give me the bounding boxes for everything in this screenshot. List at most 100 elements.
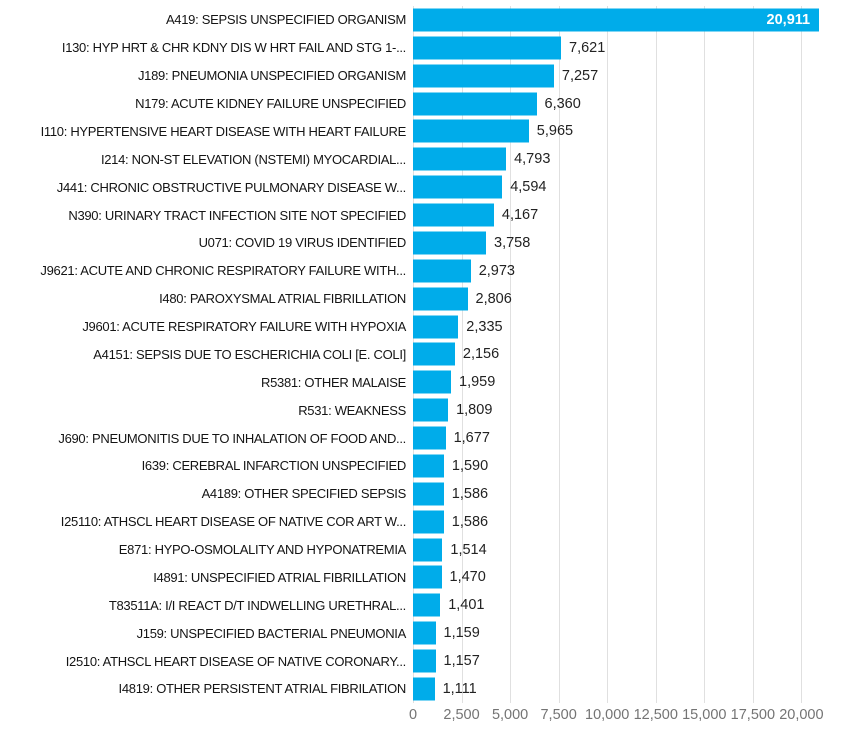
bar[interactable] [413, 8, 820, 32]
bar[interactable] [413, 315, 459, 339]
bar[interactable] [413, 231, 486, 255]
bar[interactable] [413, 510, 444, 534]
bar[interactable] [413, 649, 436, 673]
value-label: 1,959 [459, 374, 496, 391]
bar[interactable] [413, 538, 443, 562]
category-label: J9621: ACUTE AND CHRONIC RESPIRATORY FAI… [40, 263, 406, 279]
bar[interactable] [413, 36, 561, 60]
gridline [607, 6, 609, 703]
x-axis-tick-label: 10,000 [585, 707, 630, 723]
bar-area: 7,257 [413, 62, 846, 90]
bar[interactable] [413, 119, 529, 143]
bar[interactable] [413, 482, 444, 506]
value-label: 20,911 [766, 11, 811, 28]
bar-area: 7,621 [413, 34, 846, 62]
bar[interactable] [413, 203, 494, 227]
bar-row: I110: HYPERTENSIVE HEART DISEASE WITH HE… [0, 118, 846, 146]
value-label: 7,621 [569, 39, 606, 56]
bar-row: E871: HYPO-OSMOLALITY AND HYPONATREMIA 1… [0, 536, 846, 564]
bar-area: 1,401 [413, 591, 846, 619]
bar-area: 2,973 [413, 257, 846, 285]
x-axis-tick-label: 2,500 [443, 707, 480, 723]
bar[interactable] [413, 454, 444, 478]
category-label: A4151: SEPSIS DUE TO ESCHERICHIA COLI [E… [93, 346, 406, 362]
bar-row: J159: UNSPECIFIED BACTERIAL PNEUMONIA 1,… [0, 619, 846, 647]
value-label: 1,401 [448, 597, 485, 614]
value-label: 2,156 [462, 346, 500, 363]
bar[interactable] [413, 426, 446, 450]
x-axis-tick-label: 20,000 [779, 707, 824, 723]
bar-area: 1,159 [413, 619, 846, 647]
category-label: A4189: OTHER SPECIFIED SEPSIS [201, 486, 407, 502]
value-label: 2,806 [475, 290, 512, 307]
bar[interactable] [413, 92, 537, 116]
bar[interactable] [413, 621, 436, 645]
bar-row: U071: COVID 19 VIRUS IDENTIFIED 3,758 [0, 229, 846, 257]
gridline [752, 6, 754, 703]
category-label: J159: UNSPECIFIED BACTERIAL PNEUMONIA [136, 625, 407, 641]
bar-area: 5,965 [413, 118, 846, 146]
bar[interactable] [413, 398, 449, 422]
x-axis: 0 2,500 5,000 7,500 10,000 12,500 15,000 17,500… [409, 707, 846, 729]
bar-row: J690: PNEUMONITIS DUE TO INHALATION OF F… [0, 424, 846, 452]
gridline [461, 6, 463, 703]
bar-row: A4151: SEPSIS DUE TO ESCHERICHIA COLI [E… [0, 341, 846, 369]
bar[interactable] [413, 259, 471, 283]
value-label: 1,157 [443, 653, 480, 670]
category-label: N179: ACUTE KIDNEY FAILURE UNSPECIFIED [135, 96, 406, 112]
bar-row: J9621: ACUTE AND CHRONIC RESPIRATORY FAI… [0, 257, 846, 285]
category-label: I110: HYPERTENSIVE HEART DISEASE WITH HE… [40, 123, 407, 139]
x-axis-tick-label: 0 [408, 707, 418, 723]
bar[interactable] [413, 677, 435, 701]
bar-area: 1,157 [413, 647, 846, 675]
category-label: J9601: ACUTE RESPIRATORY FAILURE WITH HY… [82, 319, 406, 335]
bar-area: 1,959 [413, 368, 846, 396]
x-axis-tick-label: 17,500 [730, 707, 776, 723]
category-label: T83511A: I/I REACT D/T INDWELLING URETHR… [108, 597, 406, 613]
gridline [558, 6, 560, 703]
value-label: 1,470 [449, 569, 486, 586]
category-label: R531: WEAKNESS [298, 402, 406, 418]
bar-area: 1,590 [413, 452, 846, 480]
bar[interactable] [413, 370, 451, 394]
bar-row: I4819: OTHER PERSISTENT ATRIAL FIBRILATI… [0, 675, 846, 703]
category-label: I4819: OTHER PERSISTENT ATRIAL FIBRILATI… [118, 681, 407, 697]
category-label: J189: PNEUMONIA UNSPECIFIED ORGANISM [137, 68, 406, 84]
bar[interactable] [413, 147, 507, 171]
value-label: 1,111 [442, 680, 477, 697]
bar[interactable] [413, 342, 455, 366]
bar-rows: A419: SEPSIS UNSPECIFIED ORGANISM 20,911… [0, 6, 846, 703]
category-label: A419: SEPSIS UNSPECIFIED ORGANISM [165, 12, 406, 28]
bar-row: N179: ACUTE KIDNEY FAILURE UNSPECIFIED 6… [0, 90, 846, 118]
bar-row: I130: HYP HRT & CHR KDNY DIS W HRT FAIL … [0, 34, 846, 62]
gridline [704, 6, 706, 703]
gridline [655, 6, 657, 703]
x-axis-tick-label: 15,000 [682, 707, 727, 723]
gridline [801, 6, 803, 703]
bar-row: A4189: OTHER SPECIFIED SEPSIS 1,586 [0, 480, 846, 508]
x-axis-tick-label: 7,500 [540, 707, 577, 723]
bar-row: J9601: ACUTE RESPIRATORY FAILURE WITH HY… [0, 313, 846, 341]
bar-area: 1,111 [413, 675, 846, 703]
bar-area: 3,758 [413, 229, 846, 257]
bar[interactable] [413, 64, 554, 88]
value-label: 4,594 [510, 179, 547, 196]
bar[interactable] [413, 175, 503, 199]
bar[interactable] [413, 287, 468, 311]
bar-area: 4,167 [413, 201, 846, 229]
bar-row: A419: SEPSIS UNSPECIFIED ORGANISM 20,911 [0, 6, 846, 34]
bar-area: 2,335 [413, 313, 846, 341]
bar[interactable] [413, 565, 442, 589]
category-label: R5381: OTHER MALAISE [261, 374, 406, 390]
bar-area: 1,677 [413, 424, 846, 452]
bar-area: 4,594 [413, 173, 846, 201]
bar[interactable] [413, 593, 441, 617]
value-label: 1,809 [456, 402, 493, 419]
value-label: 2,335 [466, 318, 503, 335]
value-label: 1,159 [443, 625, 480, 642]
category-label: E871: HYPO-OSMOLALITY AND HYPONATREMIA [118, 542, 407, 558]
value-label: 5,965 [536, 123, 574, 140]
bar-area: 6,360 [413, 90, 846, 118]
x-axis-tick-label: 5,000 [491, 707, 529, 723]
bar-row: I214: NON-ST ELEVATION (NSTEMI) MYOCARDI… [0, 145, 846, 173]
